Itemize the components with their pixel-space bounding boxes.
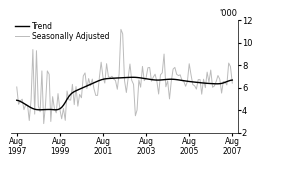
- Text: '000: '000: [220, 9, 238, 18]
- Line: Seasonally Adjusted: Seasonally Adjusted: [17, 29, 232, 124]
- Line: Trend: Trend: [17, 77, 232, 110]
- Legend: Trend, Seasonally Adjusted: Trend, Seasonally Adjusted: [15, 22, 110, 41]
